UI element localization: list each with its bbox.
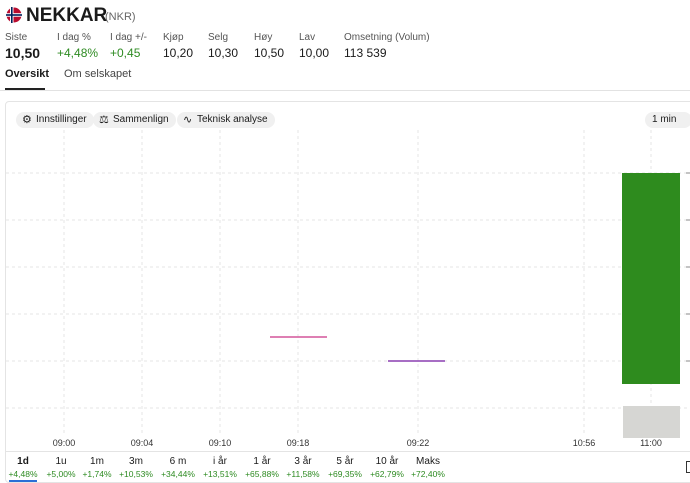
toolbar-button[interactable]: Innstillinger ⚙ [16, 112, 94, 128]
icon: ⚖ [99, 114, 109, 126]
stat-label: Kjøp [163, 32, 184, 43]
chart [6, 130, 690, 438]
stat-value: 10,30 [208, 46, 239, 60]
period-label[interactable]: 1d [17, 456, 29, 467]
period-change: +72,40% [411, 469, 445, 479]
stat-value: 10,00 [299, 46, 330, 60]
x-tick-label: 09:00 [52, 438, 76, 448]
x-tick-label: 10:56 [572, 438, 596, 448]
period-change: +13,51% [203, 469, 237, 479]
period-label[interactable]: 3 år [294, 456, 312, 467]
icon: ∿ [183, 114, 193, 126]
period-label[interactable]: i år [213, 456, 227, 467]
stat-label: Siste [5, 32, 28, 43]
stat-label: I dag +/- [110, 32, 147, 43]
period-label[interactable]: 10 år [375, 456, 399, 467]
period-change: +69,35% [328, 469, 362, 479]
stat-label: I dag % [57, 32, 91, 43]
period-change: +4,48% [8, 469, 38, 479]
tab[interactable]: Om selskapet [64, 68, 132, 80]
interval-select[interactable]: 1 min [645, 112, 690, 128]
icon: ⚙ [22, 114, 32, 126]
period-underline [9, 480, 37, 482]
x-tick-label: 09:10 [208, 438, 232, 448]
stat-value: 10,50 [254, 46, 285, 60]
divider [6, 451, 690, 452]
stat-value: 113 539 [344, 46, 387, 60]
period-change: +65,88% [245, 469, 279, 479]
period-change: +34,44% [161, 469, 195, 479]
stat-label: Selg [208, 32, 229, 43]
period-change: +62,79% [370, 469, 404, 479]
period-label[interactable]: 6 m [169, 456, 187, 467]
x-tick-label: 09:18 [286, 438, 310, 448]
stat-value: 10,50 [5, 45, 41, 61]
candle [622, 173, 680, 384]
stat-label: Lav [299, 32, 316, 43]
period-label[interactable]: 1u [55, 456, 67, 467]
stat-value: +0,45 [110, 46, 141, 60]
toolbar-button[interactable]: Sammenlign ⚖ [93, 112, 176, 128]
period-label[interactable]: 1m [90, 456, 104, 467]
stat-value: +4,48% [57, 46, 99, 60]
period-label[interactable]: 3m [129, 456, 143, 467]
period-label[interactable]: Maks [416, 456, 440, 467]
flag-icon [6, 7, 22, 23]
volume-bar [623, 406, 680, 438]
stat-label: Høy [254, 32, 273, 43]
x-tick-label: 11:00 [640, 438, 662, 448]
period-change: +10,53% [119, 469, 153, 479]
period-change: +5,00% [46, 469, 76, 479]
title: NEKKAR [26, 5, 108, 26]
tab-underline [5, 88, 45, 90]
x-tick-label: 09:04 [130, 438, 154, 448]
tab[interactable]: Oversikt [5, 68, 50, 80]
expand-icon[interactable] [686, 461, 690, 473]
stat-label: Omsetning (Volum) [344, 32, 430, 43]
divider [0, 90, 690, 91]
period-label[interactable]: 1 år [253, 456, 271, 467]
ticker: (NKR) [105, 11, 136, 23]
x-tick-label: 09:22 [406, 438, 430, 448]
period-change: +1,74% [82, 469, 112, 479]
period-label[interactable]: 5 år [336, 456, 354, 467]
stat-value: 10,20 [163, 46, 194, 60]
toolbar-button[interactable]: Teknisk analyse ∿ [177, 112, 275, 128]
period-change: +11,58% [286, 469, 320, 479]
